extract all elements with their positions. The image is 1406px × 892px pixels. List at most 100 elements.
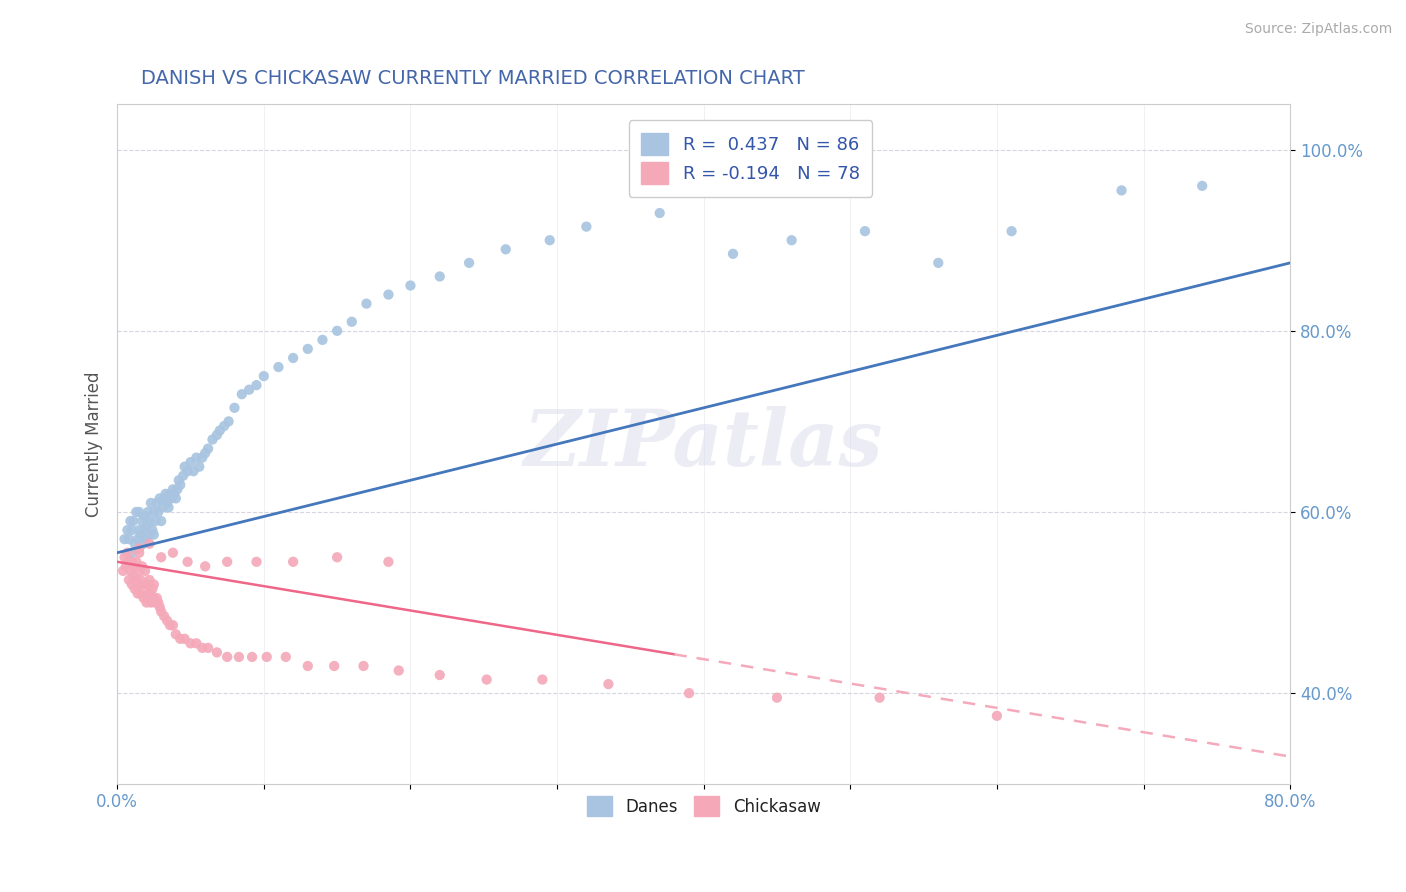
Point [780,233,803,247]
Point [160,491,183,506]
Point [157,500,180,515]
Point [172,468,194,483]
Point [228,649,250,664]
Point [495,242,517,256]
Point [429,668,451,682]
Point [114,550,136,565]
Point [169,478,191,492]
Point [125,555,148,569]
Point [153,609,176,624]
Point [458,256,481,270]
Point [138,586,160,600]
Point [118,532,141,546]
Point [176,464,198,478]
Point [138,573,160,587]
Point [128,541,150,556]
Point [267,359,290,374]
Point [186,636,208,650]
Point [132,537,155,551]
Point [245,555,267,569]
Point [678,686,700,700]
Point [128,564,150,578]
Point [124,559,146,574]
Point [138,527,160,541]
Point [986,708,1008,723]
Point [143,596,166,610]
Point [127,586,149,600]
Point [115,559,138,574]
Point [191,640,214,655]
Point [118,573,141,587]
Point [121,577,143,591]
Point [124,582,146,596]
Point [148,596,170,610]
Point [167,473,190,487]
Point [208,424,231,438]
Point [194,446,217,460]
Point [142,591,165,605]
Point [138,514,160,528]
Point [134,509,156,524]
Point [281,351,304,365]
Point [142,577,165,591]
Point [231,387,253,401]
Point [240,649,263,664]
Point [142,505,165,519]
Point [186,450,208,465]
Point [598,677,620,691]
Point [136,505,159,519]
Point [121,555,143,569]
Point [1000,224,1022,238]
Y-axis label: Currently Married: Currently Married [86,371,103,516]
Point [205,645,228,659]
Point [159,618,181,632]
Point [194,559,217,574]
Point [176,555,198,569]
Point [721,247,744,261]
Point [326,324,349,338]
Point [165,627,187,641]
Point [117,546,139,560]
Point [245,378,267,392]
Point [125,505,148,519]
Point [156,614,179,628]
Point [132,591,155,605]
Point [118,555,141,569]
Point [205,428,228,442]
Point [377,555,399,569]
Point [120,564,142,578]
Point [388,664,411,678]
Point [142,527,165,541]
Point [531,673,554,687]
Point [131,514,153,528]
Point [353,659,375,673]
Point [122,514,145,528]
Point [197,640,219,655]
Point [148,505,170,519]
Point [134,564,156,578]
Point [146,496,169,510]
Point [125,573,148,587]
Point [159,487,181,501]
Point [122,568,145,582]
Point [121,546,143,560]
Point [163,487,186,501]
Point [1111,183,1133,197]
Point [129,586,152,600]
Point [217,555,239,569]
Point [253,369,276,384]
Point [297,342,319,356]
Point [166,483,188,497]
Point [256,649,278,664]
Point [927,256,949,270]
Point [146,591,169,605]
Point [162,546,184,560]
Point [766,690,789,705]
Point [127,532,149,546]
Point [124,537,146,551]
Point [143,514,166,528]
Point [399,278,422,293]
Point [129,573,152,587]
Point [475,673,498,687]
Point [150,550,173,565]
